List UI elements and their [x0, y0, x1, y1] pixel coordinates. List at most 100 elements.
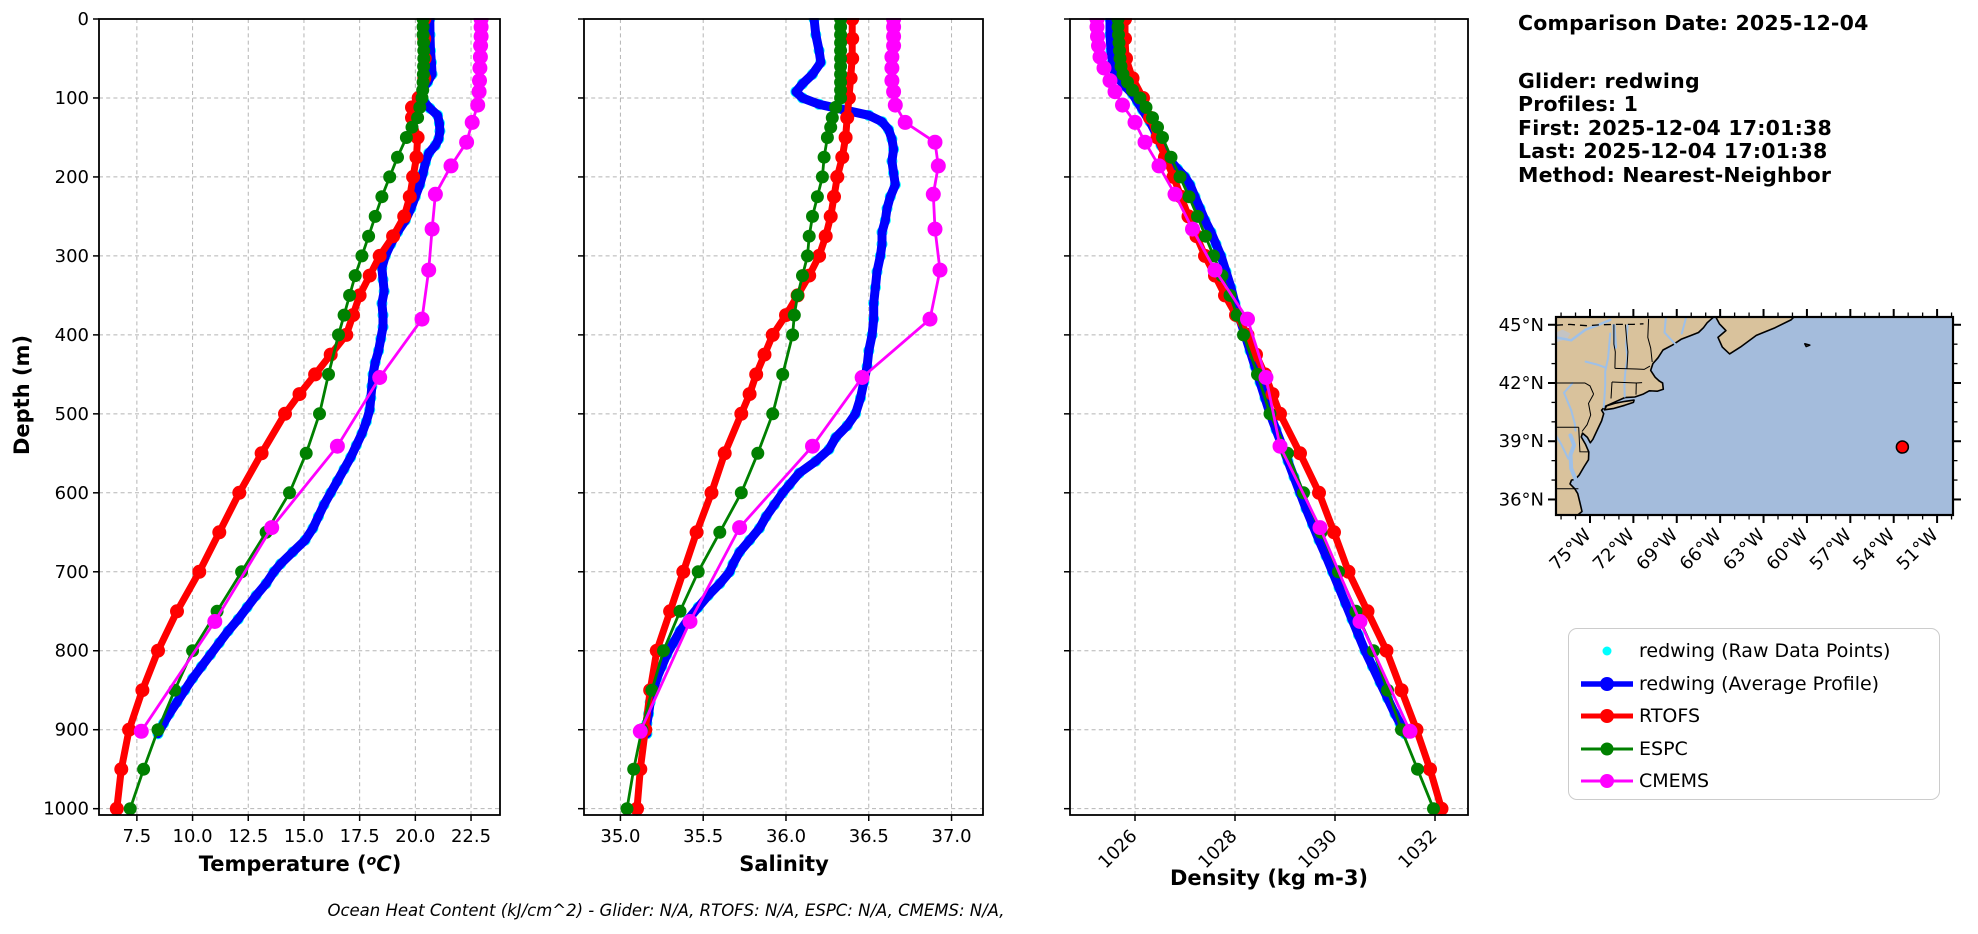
- series-marker-espc: [810, 190, 824, 204]
- series-marker-glider_avg: [1360, 646, 1370, 656]
- series-marker-rtofs: [734, 406, 749, 421]
- temperature-axis-label-close: ): [391, 852, 402, 876]
- legend-dot: [1600, 709, 1614, 724]
- series-marker-espc: [1427, 802, 1440, 816]
- series-marker-glider_avg: [824, 444, 834, 454]
- location-map: 75°W72°W69°W66°W63°W60°W57°W54°W51°W 45°N…: [1499, 309, 1961, 575]
- series-marker-espc: [391, 150, 404, 164]
- series-marker-rtofs: [192, 564, 207, 579]
- legend-dot: [1600, 742, 1614, 756]
- series-marker-cmems: [884, 73, 900, 89]
- series-marker-cmems: [682, 614, 698, 629]
- series-marker-glider_avg: [864, 110, 874, 120]
- series-marker-glider_avg: [197, 662, 206, 671]
- map-lon-label: 57°W: [1806, 525, 1856, 575]
- x-tick-label: 35.5: [683, 826, 723, 847]
- series-marker-rtofs: [151, 643, 165, 658]
- series-marker-cmems: [372, 370, 388, 385]
- series-marker-rtofs: [835, 150, 850, 165]
- series-marker-cmems: [897, 114, 913, 130]
- series-marker-rtofs: [170, 604, 184, 619]
- series-marker-espc: [766, 407, 780, 421]
- series-marker-glider_avg: [188, 673, 198, 683]
- series-marker-cmems: [1137, 134, 1153, 150]
- series-marker-glider_avg: [1368, 662, 1377, 671]
- series-marker-espc: [786, 328, 800, 342]
- series-marker-glider_avg: [880, 215, 890, 225]
- series-line-rtofs: [113, 18, 429, 813]
- x-tick-label: 36.5: [849, 826, 889, 847]
- axes-frame: [98, 18, 501, 816]
- series-marker-glider_avg: [728, 559, 738, 569]
- series-marker-cmems: [329, 438, 345, 454]
- series-marker-rtofs: [1327, 525, 1341, 540]
- legend-swatch-icon: [1575, 770, 1639, 792]
- series-marker-rtofs: [1423, 762, 1437, 777]
- series-marker-rtofs: [292, 387, 307, 402]
- map-frame: [1554, 315, 1955, 517]
- series-marker-glider_avg: [1211, 239, 1221, 249]
- series-marker-glider_avg: [300, 535, 310, 545]
- density-profile-series: [1089, 18, 1449, 816]
- y-tick-label: 200: [55, 167, 89, 188]
- series-marker-glider_avg: [415, 180, 425, 190]
- series-marker-cmems: [1402, 723, 1418, 739]
- series-marker-glider_avg: [378, 310, 388, 320]
- series-marker-rtofs: [402, 189, 417, 204]
- series-marker-cmems: [424, 221, 440, 237]
- series-marker-glider_avg: [889, 168, 899, 178]
- series-marker-glider_avg: [378, 275, 388, 285]
- series-marker-espc: [362, 229, 376, 243]
- series-marker-espc: [713, 525, 727, 539]
- series-marker-glider_avg: [424, 148, 434, 158]
- series-marker-cmems: [427, 186, 443, 202]
- axes-frame: [583, 18, 984, 816]
- y-tick-label: 300: [55, 246, 89, 267]
- series-marker-glider_avg: [205, 650, 215, 660]
- map-state-border: [1647, 318, 1653, 363]
- series-marker-cmems: [1115, 97, 1130, 113]
- map-lon-label: 66°W: [1676, 525, 1726, 575]
- series-marker-cmems: [854, 370, 870, 385]
- series-marker-glider_avg: [851, 409, 860, 419]
- legend-item-raw: redwing (Raw Data Points): [1575, 635, 1939, 668]
- series-marker-rtofs: [1273, 406, 1287, 421]
- series-marker-glider_avg: [811, 30, 821, 40]
- series-marker-cmems: [470, 97, 486, 113]
- series-marker-cmems: [927, 221, 943, 237]
- legend-item-avg: redwing (Average Profile): [1575, 668, 1939, 701]
- series-marker-glider_avg: [251, 591, 261, 600]
- legend-swatch-icon: [1575, 673, 1639, 695]
- map-lon-label: 54°W: [1849, 525, 1899, 575]
- y-tick-label: 900: [55, 720, 89, 741]
- series-marker-glider_avg: [890, 180, 900, 190]
- map-lon-label: 72°W: [1589, 525, 1639, 575]
- series-cmems: [1089, 18, 1418, 739]
- series-marker-glider_avg: [370, 358, 380, 367]
- comparison-date: Comparison Date: 2025-12-04: [1518, 11, 1869, 35]
- series-marker-espc: [235, 565, 249, 579]
- series-marker-cmems: [414, 311, 430, 327]
- temperature-profile-series: [109, 18, 489, 816]
- series-marker-cmems: [884, 60, 900, 76]
- map-state-border: [1614, 365, 1651, 370]
- series-marker-glider_avg: [357, 429, 367, 439]
- depth-axis-label: Depth (m): [10, 334, 34, 456]
- series-marker-glider_avg: [870, 283, 880, 292]
- series-marker-glider_avg: [856, 393, 865, 403]
- y-tick-label: 100: [55, 88, 89, 109]
- map-lat-label: 36°N: [1499, 489, 1544, 510]
- map-lat-label: 42°N: [1499, 373, 1544, 394]
- series-marker-glider_avg: [725, 567, 735, 577]
- series-marker-glider_avg: [867, 330, 877, 340]
- series-marker-rtofs: [823, 209, 838, 224]
- series-marker-espc: [1139, 100, 1153, 114]
- series-marker-glider_avg: [1321, 551, 1331, 561]
- series-marker-espc: [151, 723, 165, 737]
- legend-sample: [1602, 646, 1612, 656]
- series-marker-espc: [627, 762, 641, 776]
- series-marker-cmems: [930, 158, 946, 174]
- series-marker-glider_avg: [715, 579, 725, 589]
- series-marker-rtofs: [114, 762, 129, 777]
- series-marker-cmems: [1272, 438, 1288, 454]
